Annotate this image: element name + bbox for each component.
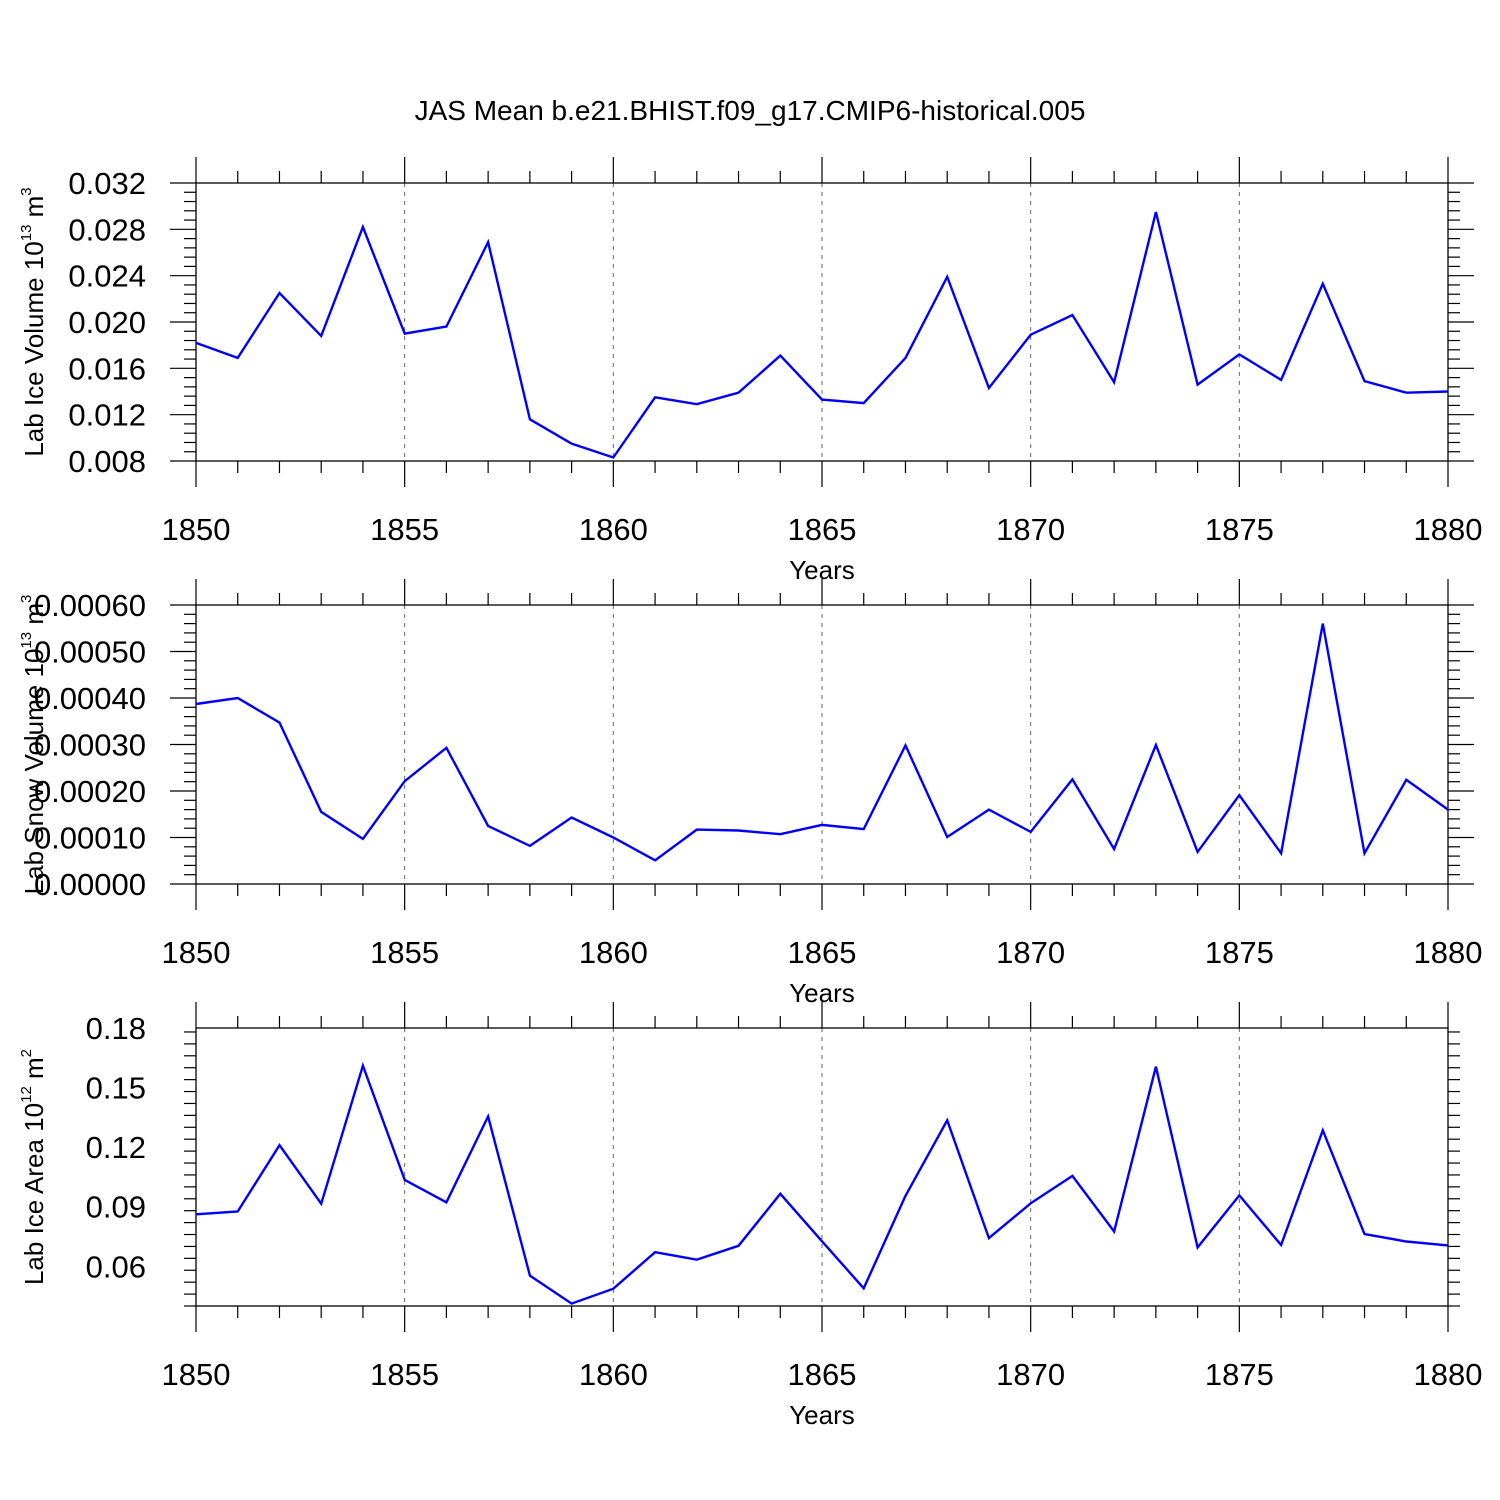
x-tick-label: 1875 <box>1205 1357 1274 1392</box>
x-tick-label: 1865 <box>788 935 857 970</box>
x-tick-label: 1850 <box>162 1357 231 1392</box>
y-tick-label: 0.00020 <box>34 774 146 809</box>
y-axis-label: Lab Snow Volume 1013 m3 <box>18 595 49 895</box>
x-tick-label: 1870 <box>996 512 1065 547</box>
x-tick-label: 1855 <box>370 1357 439 1392</box>
y-tick-label: 0.12 <box>86 1130 146 1165</box>
x-tick-label: 1880 <box>1414 512 1483 547</box>
x-tick-label: 1865 <box>788 512 857 547</box>
y-tick-label: 0.00010 <box>34 821 146 856</box>
x-tick-label: 1870 <box>996 1357 1065 1392</box>
y-tick-label: 0.032 <box>68 166 146 201</box>
y-tick-label: 0.00000 <box>34 867 146 902</box>
x-tick-label: 1870 <box>996 935 1065 970</box>
x-tick-label: 1860 <box>579 512 648 547</box>
x-axis-label: Years <box>789 1400 855 1430</box>
x-tick-label: 1850 <box>162 512 231 547</box>
x-tick-label: 1880 <box>1414 935 1483 970</box>
y-axis-label: Lab Ice Volume 1013 m3 <box>18 187 49 456</box>
series-line <box>195 623 1449 862</box>
x-tick-label: 1860 <box>579 935 648 970</box>
chart-panels: 0.008 0.012 0.016 0.020 0.024 0.028 0.032 1850 1… <box>18 157 1482 1430</box>
x-tick-label: 1855 <box>370 935 439 970</box>
y-tick-label: 0.012 <box>68 398 146 433</box>
y-tick-label: 0.020 <box>68 305 146 340</box>
x-tick-label: 1875 <box>1205 935 1274 970</box>
panel-2: 0.00000 0.00010 0.00020 0.00030 0.00040 0.000… <box>18 579 1482 1008</box>
panel-3: 0.06 0.09 0.12 0.15 0.18 1850 1855 1860 1865 1870… <box>18 1002 1482 1430</box>
y-tick-label: 0.008 <box>68 444 146 479</box>
y-tick-label: 0.06 <box>86 1249 146 1284</box>
y-tick-label: 0.00030 <box>34 728 146 763</box>
x-tick-label: 1855 <box>370 512 439 547</box>
y-tick-label: 0.09 <box>86 1190 146 1225</box>
y-tick-label: 0.00060 <box>34 588 146 623</box>
series-line <box>195 211 1449 459</box>
y-axis-label: Lab Ice Area 1012 m2 <box>18 1049 49 1285</box>
y-tick-label: 0.024 <box>68 259 146 294</box>
y-tick-label: 0.15 <box>86 1071 146 1106</box>
y-tick-label: 0.00050 <box>34 635 146 670</box>
x-tick-label: 1875 <box>1205 512 1274 547</box>
series-line <box>195 1061 1449 1305</box>
y-tick-label: 0.00040 <box>34 681 146 716</box>
x-tick-label: 1880 <box>1414 1357 1483 1392</box>
panel-1: 0.008 0.012 0.016 0.020 0.024 0.028 0.032 1850 1… <box>18 157 1482 585</box>
x-tick-label: 1865 <box>788 1357 857 1392</box>
x-tick-label: 1860 <box>579 1357 648 1392</box>
y-tick-label: 0.028 <box>68 212 146 247</box>
y-tick-label: 0.18 <box>86 1011 146 1046</box>
x-tick-label: 1850 <box>162 935 231 970</box>
chart-title: JAS Mean b.e21.BHIST.f09_g17.CMIP6-histo… <box>415 95 1086 126</box>
y-tick-label: 0.016 <box>68 351 146 386</box>
